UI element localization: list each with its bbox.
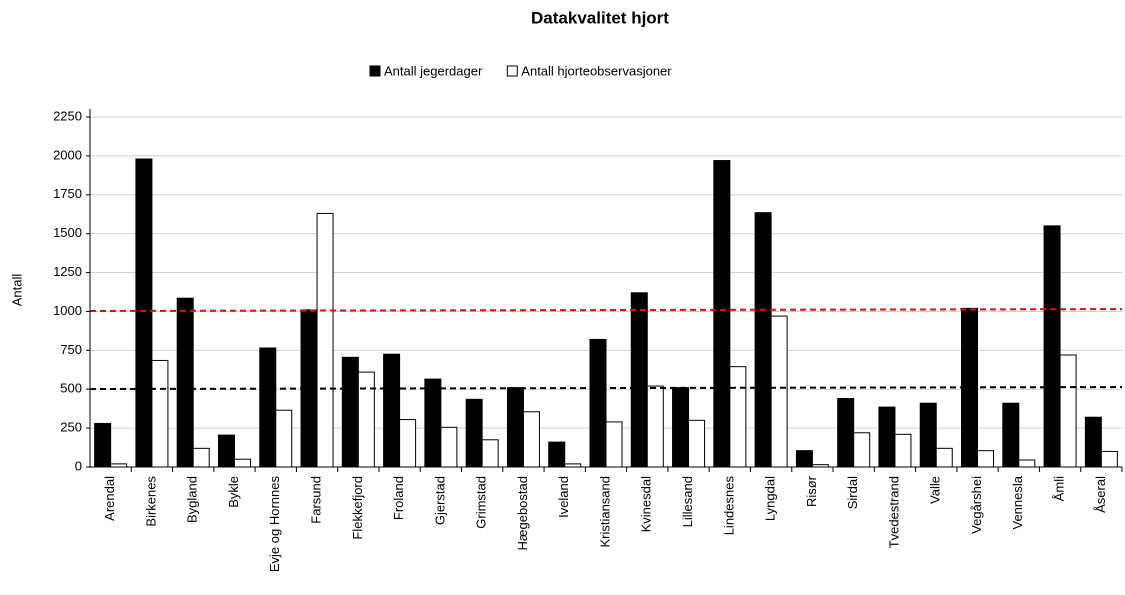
bar [646, 385, 664, 468]
bar [605, 421, 623, 468]
y-tick-label: 0 [75, 458, 82, 473]
y-tick-label: 1250 [53, 264, 82, 279]
x-tick-label: Flekkefjord [350, 476, 365, 540]
bar [729, 366, 747, 468]
x-tick-label: Vennesla [1010, 475, 1025, 529]
y-axis-label: Antall [9, 274, 24, 307]
bar [770, 315, 788, 468]
y-tick-label: 2250 [53, 108, 82, 123]
legend-label: Antall jegerdager [384, 63, 483, 78]
x-tick-label: Grimstad [474, 476, 489, 529]
chart-title: Datakvalitet hjort [531, 8, 669, 27]
bar [795, 450, 813, 468]
bar [259, 347, 277, 468]
bar [506, 387, 524, 468]
bar [176, 297, 194, 468]
y-tick-label: 1500 [53, 225, 82, 240]
bar [465, 398, 483, 468]
bar [481, 439, 499, 468]
bar [424, 378, 442, 468]
x-tick-label: Risør [804, 475, 819, 507]
bar [316, 212, 334, 468]
bar [688, 419, 706, 468]
bar [440, 426, 458, 468]
bar [1002, 402, 1020, 468]
bar [630, 292, 648, 468]
bar [837, 398, 855, 468]
bar [1043, 225, 1061, 468]
bar [522, 411, 540, 468]
x-tick-label: Vegårshei [969, 476, 984, 534]
x-tick-label: Bygland [185, 476, 200, 523]
bar [341, 356, 359, 468]
x-tick-label: Lindesnes [721, 476, 736, 536]
bar [672, 387, 690, 468]
x-tick-label: Froland [391, 476, 406, 520]
x-tick-label: Birkenes [143, 476, 158, 527]
reference-line [89, 386, 1123, 391]
x-tick-label: Hægebostad [515, 476, 530, 550]
bar [713, 160, 731, 468]
bar [1100, 450, 1118, 468]
bar [935, 447, 953, 468]
bar [135, 158, 153, 468]
legend-swatch [369, 65, 381, 77]
bar [151, 359, 169, 468]
bar [1084, 416, 1102, 468]
bar [1018, 459, 1036, 468]
bar [853, 432, 871, 468]
y-tick-label: 1750 [53, 186, 82, 201]
x-tick-label: Bykle [226, 476, 241, 508]
x-tick-label: Evje og Hornnes [267, 476, 282, 573]
bar [275, 409, 293, 468]
bar [754, 212, 772, 468]
x-tick-label: Tvedestrand [886, 476, 901, 548]
x-tick-label: Lyngdal [763, 476, 778, 521]
bar [878, 406, 896, 468]
x-tick-label: Gjerstad [432, 476, 447, 525]
bar [894, 433, 912, 468]
x-tick-label: Lillesand [680, 476, 695, 527]
y-tick-label: 1000 [53, 303, 82, 318]
bar [94, 422, 112, 468]
reference-line [89, 308, 1123, 312]
bar [548, 441, 566, 468]
bar [233, 458, 251, 468]
y-tick-label: 2000 [53, 147, 82, 162]
x-tick-label: Valle [928, 476, 943, 504]
y-tick-label: 250 [60, 420, 82, 435]
y-tick-label: 500 [60, 381, 82, 396]
x-tick-label: Åseral [1093, 476, 1108, 513]
x-tick-label: Kristiansand [597, 476, 612, 548]
bar [192, 447, 210, 468]
x-tick-label: Farsund [308, 476, 323, 524]
legend-swatch [506, 65, 518, 77]
bar [383, 353, 401, 468]
bar [1059, 354, 1077, 468]
bar [977, 450, 995, 468]
bar [589, 338, 607, 468]
bar [357, 371, 375, 468]
legend-label: Antall hjorteobservasjoner [521, 63, 672, 78]
x-tick-label: Iveland [556, 476, 571, 518]
x-tick-label: Kvinesdal [639, 476, 654, 532]
x-tick-label: Sirdal [845, 476, 860, 509]
bar [217, 434, 235, 468]
bar [399, 419, 417, 468]
bar [919, 402, 937, 468]
y-tick-label: 750 [60, 342, 82, 357]
x-tick-label: Arendal [102, 476, 117, 521]
x-tick-label: Åmli [1052, 476, 1067, 501]
